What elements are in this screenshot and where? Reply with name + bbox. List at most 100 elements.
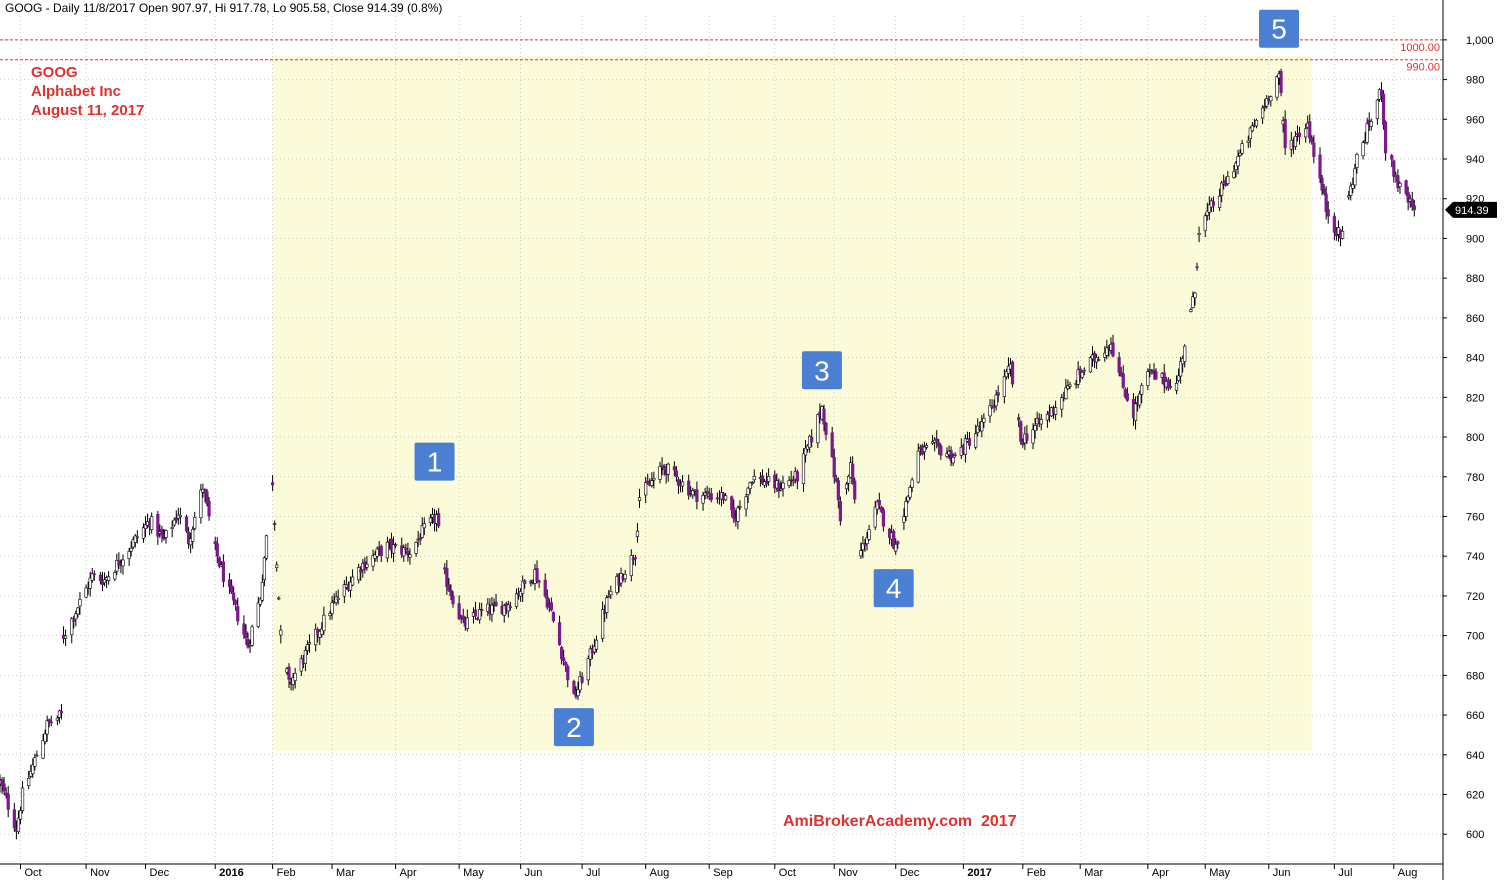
candle-down bbox=[156, 513, 160, 537]
candle-up bbox=[133, 535, 137, 543]
candle-down bbox=[447, 584, 451, 591]
x-tick-label: Aug bbox=[1398, 867, 1418, 879]
candle-down bbox=[508, 606, 512, 608]
candle-down bbox=[461, 615, 465, 620]
candle-up bbox=[873, 506, 877, 528]
candle-up bbox=[199, 489, 203, 519]
candle-up bbox=[1080, 371, 1084, 378]
candle-up bbox=[738, 506, 742, 508]
candle-down bbox=[213, 541, 217, 544]
candle-up bbox=[691, 490, 695, 496]
candle-down bbox=[227, 579, 232, 587]
candle-up bbox=[391, 544, 396, 554]
candle-down bbox=[379, 545, 383, 557]
candle-up bbox=[1217, 195, 1222, 208]
x-tick-label: Dec bbox=[150, 867, 170, 879]
wave-label-box bbox=[553, 708, 594, 747]
candle-down bbox=[1154, 371, 1158, 380]
candle-up bbox=[791, 480, 795, 483]
x-tick-label: Dec bbox=[900, 867, 920, 879]
wave-label-box bbox=[801, 351, 842, 390]
candle-up bbox=[129, 547, 133, 552]
candle-down bbox=[732, 507, 736, 519]
candle-up bbox=[260, 581, 264, 601]
candle-up bbox=[781, 482, 785, 489]
candle-up bbox=[258, 598, 262, 605]
last-price-tag-shape bbox=[1445, 201, 1497, 218]
candle-down bbox=[1010, 361, 1015, 385]
candle-down bbox=[672, 466, 676, 471]
candle-up bbox=[273, 523, 277, 525]
candle-down bbox=[660, 465, 664, 468]
y-tick-label: 860 bbox=[1466, 313, 1484, 325]
candle-down bbox=[234, 600, 238, 605]
candle-down bbox=[1332, 215, 1336, 233]
candle-down bbox=[1117, 357, 1121, 373]
x-tick-label: Feb bbox=[1027, 867, 1046, 879]
candle-up bbox=[178, 514, 182, 518]
x-tick-label: 2017 bbox=[967, 867, 991, 879]
candle-down bbox=[935, 438, 939, 442]
candle-down bbox=[1166, 379, 1170, 389]
candle-down bbox=[760, 475, 765, 484]
candle-down bbox=[98, 574, 103, 582]
x-tick-label: Jun bbox=[525, 867, 543, 879]
candle-up bbox=[1269, 96, 1273, 102]
x-tick-label: Oct bbox=[779, 867, 796, 879]
candle-down bbox=[607, 596, 611, 598]
candle-down bbox=[1123, 389, 1127, 397]
candle-down bbox=[996, 392, 1000, 396]
candle-up bbox=[88, 577, 92, 589]
candle-down bbox=[789, 479, 793, 482]
candle-down bbox=[838, 501, 842, 522]
candle-down bbox=[72, 619, 76, 622]
candle-down bbox=[1410, 198, 1414, 208]
candle-up bbox=[1006, 365, 1011, 374]
x-tick-label: Feb bbox=[277, 867, 296, 879]
candle-down bbox=[404, 547, 408, 551]
candle-up bbox=[1174, 382, 1179, 391]
candle-up bbox=[322, 614, 326, 632]
candle-up bbox=[623, 574, 627, 580]
candle-down bbox=[437, 513, 441, 527]
candle-up bbox=[588, 648, 592, 660]
candle-up bbox=[1004, 371, 1009, 378]
candle-down bbox=[35, 754, 39, 757]
candle-down bbox=[6, 793, 10, 810]
x-tick-label: May bbox=[463, 867, 484, 879]
candle-up bbox=[644, 482, 648, 496]
candle-up bbox=[1365, 123, 1369, 143]
candle-down bbox=[1279, 71, 1283, 94]
wave-label-2: 2 bbox=[553, 708, 594, 747]
candle-up bbox=[480, 609, 484, 611]
candle-up bbox=[78, 599, 82, 607]
y-tick-label: 600 bbox=[1466, 829, 1484, 841]
candle-up bbox=[904, 501, 908, 517]
candle-up bbox=[1197, 233, 1201, 235]
candle-down bbox=[709, 493, 713, 501]
candle-down bbox=[49, 721, 53, 724]
y-tick-label: 740 bbox=[1466, 551, 1484, 563]
candle-up bbox=[594, 639, 599, 650]
candle-up bbox=[84, 587, 88, 598]
candle-up bbox=[143, 524, 148, 530]
candle-down bbox=[543, 579, 547, 597]
candle-up bbox=[1248, 127, 1252, 140]
y-tick-label: 820 bbox=[1466, 392, 1484, 404]
candle-up bbox=[320, 628, 324, 635]
candle-down bbox=[1312, 142, 1316, 157]
ticker-label: GOOG bbox=[31, 64, 78, 81]
candle-down bbox=[1211, 201, 1216, 206]
candle-down bbox=[47, 719, 51, 723]
candle-up bbox=[1176, 375, 1181, 381]
candle-up bbox=[576, 689, 580, 697]
candle-up bbox=[293, 673, 297, 681]
candle-up bbox=[1263, 106, 1267, 108]
candle-down bbox=[160, 528, 164, 536]
candle-up bbox=[20, 787, 25, 811]
candle-up bbox=[945, 453, 949, 457]
candle-up bbox=[465, 617, 469, 629]
candle-down bbox=[1082, 369, 1086, 372]
candle-up bbox=[1060, 397, 1064, 410]
candle-up bbox=[514, 593, 519, 607]
